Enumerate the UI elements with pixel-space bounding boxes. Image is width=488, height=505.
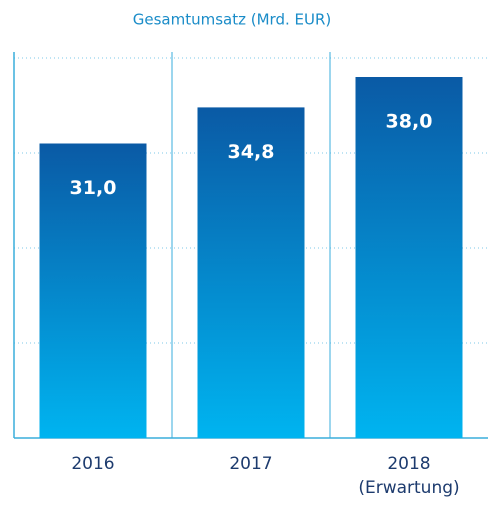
bar: [355, 77, 463, 438]
bar: [197, 107, 305, 439]
value-label: 31,0: [70, 177, 117, 199]
x-tick-label: 2016: [71, 454, 115, 474]
x-tick-label: 2018 (Erwartung): [358, 454, 460, 498]
value-label: 38,0: [386, 111, 433, 133]
chart-title: Gesamtumsatz (Mrd. EUR): [133, 11, 332, 29]
x-tick-label: 2017: [229, 454, 273, 474]
value-label: 34,8: [228, 141, 275, 163]
bar: [39, 143, 147, 438]
